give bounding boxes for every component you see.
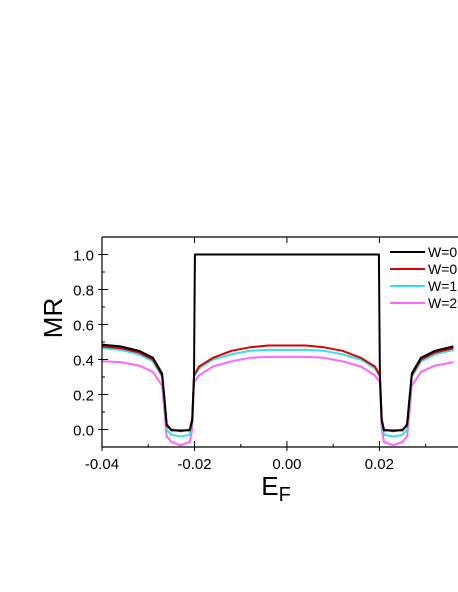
x-tick-label: 0.02 <box>365 456 394 473</box>
x-axis-label: EF <box>261 471 291 506</box>
legend-label-1: W=0 <box>428 261 457 277</box>
y-tick-label: 0.8 <box>73 283 94 300</box>
y-tick-label: 0.0 <box>73 423 94 440</box>
series-line-3 <box>101 355 454 447</box>
axes: 0.0 0.2 0.4 0.6 0.8 1.0 -0.04 -0.02 0.00 0.02 <box>73 236 458 473</box>
legend-label-3: W=2 <box>428 295 457 311</box>
series-line-0 <box>101 253 454 432</box>
legend-label-2: W=1 <box>428 278 457 294</box>
legend-label-0: W=0 <box>428 244 457 260</box>
y-tick-label: 0.6 <box>73 318 94 335</box>
y-tick-label: 0.2 <box>73 388 94 405</box>
x-tick-label: 0.00 <box>272 456 301 473</box>
y-tick-label: 1.0 <box>73 248 94 265</box>
x-tick-label: -0.04 <box>85 456 119 473</box>
series-line-1 <box>101 344 454 433</box>
plot-area <box>101 253 454 447</box>
y-axis-label: MR <box>38 298 68 338</box>
legend: W=0W=0W=1W=2 <box>390 244 457 311</box>
x-tick-label: -0.02 <box>177 456 211 473</box>
y-tick-label: 0.4 <box>73 353 94 370</box>
x-axis-label-subscript: F <box>279 484 291 506</box>
x-axis-label-main: E <box>261 471 278 501</box>
